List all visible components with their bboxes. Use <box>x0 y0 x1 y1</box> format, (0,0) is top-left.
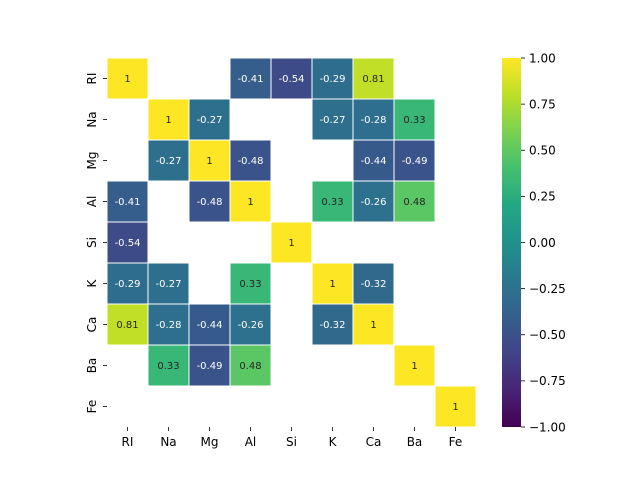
heatmap-cell-ca-mg <box>188 303 231 346</box>
cell-value-label: -0.41 <box>115 197 141 208</box>
x-tick-label-al: Al <box>245 435 257 449</box>
y-tick-label-al: Al <box>85 196 99 208</box>
cell-value-label: -0.27 <box>197 115 223 126</box>
x-tick-label-ri: RI <box>122 435 134 449</box>
cell-value-label: -0.41 <box>238 74 264 85</box>
y-tick-label-si: Si <box>85 237 99 248</box>
cell-value-label: 1 <box>370 320 376 331</box>
heatmap-cell-ca-ca <box>352 303 395 346</box>
cell-value-label: -0.48 <box>238 156 264 167</box>
cell-value-label: 1 <box>329 279 335 290</box>
heatmap-cell-ri-si <box>270 57 313 100</box>
heatmap-cells: 1 -0.41 -0.54 -0.29 0.81 1 -0.27 -0.27 -0.28 0.33… <box>106 57 477 428</box>
heatmap-cell-mg-ca <box>352 139 395 182</box>
cell-value-label: -0.49 <box>402 156 428 167</box>
y-tick-label-ri: RI <box>85 73 99 85</box>
cell-value-label: 1 <box>452 402 458 413</box>
y-tick-label-fe: Fe <box>85 400 99 414</box>
heatmap-cell-k-k <box>311 262 354 305</box>
x-tick-label-fe: Fe <box>449 435 463 449</box>
colorbar-tick-label: −0.75 <box>529 374 566 388</box>
cell-value-label: -0.32 <box>361 279 387 290</box>
colorbar-tick-label: 0.50 <box>529 144 556 158</box>
cell-value-label: 0.33 <box>239 279 261 290</box>
heatmap-cell-na-ba <box>393 98 436 141</box>
heatmap-cell-mg-mg <box>188 139 231 182</box>
cell-value-label: 1 <box>411 361 417 372</box>
cell-value-label: 1 <box>206 156 212 167</box>
heatmap-cell-si-ri <box>106 221 149 264</box>
heatmap-cell-al-ca <box>352 180 395 223</box>
cell-value-label: -0.32 <box>320 320 346 331</box>
cell-value-label: 1 <box>247 197 253 208</box>
heatmap-cell-na-na <box>147 98 190 141</box>
cell-value-label: 0.81 <box>116 320 138 331</box>
colorbar-ticks: 1.00 0.75 0.50 0.25 0.00 −0.25 −0.50 −0.75 −1.00 <box>521 51 566 434</box>
heatmap-cell-al-ba <box>393 180 436 223</box>
cell-value-label: -0.29 <box>320 74 346 85</box>
cell-value-label: -0.27 <box>156 279 182 290</box>
heatmap-cell-fe-fe <box>434 385 477 428</box>
colorbar: 1.00 0.75 0.50 0.25 0.00 −0.25 −0.50 −0.75 −1.00 <box>502 51 566 434</box>
cell-value-label: -0.26 <box>361 197 387 208</box>
heatmap-cell-ba-al <box>229 344 272 387</box>
cell-value-label: 0.48 <box>239 361 261 372</box>
cell-value-label: -0.28 <box>156 320 182 331</box>
cell-value-label: -0.44 <box>361 156 387 167</box>
colorbar-tick-label: −0.25 <box>529 282 566 296</box>
heatmap-cell-ba-na <box>147 344 190 387</box>
cell-value-label: 1 <box>165 115 171 126</box>
heatmap-cell-al-al <box>229 180 272 223</box>
y-tick-label-k: K <box>85 278 99 287</box>
cell-value-label: -0.28 <box>361 115 387 126</box>
cell-value-label: 1 <box>124 74 130 85</box>
cell-value-label: 0.33 <box>157 361 179 372</box>
y-tick-label-mg: Mg <box>85 152 99 170</box>
x-tick-label-si: Si <box>286 435 297 449</box>
x-tick-label-k: K <box>329 435 338 449</box>
heatmap-cell-ba-ba <box>393 344 436 387</box>
x-tick-label-ba: Ba <box>407 435 423 449</box>
cell-value-label: -0.49 <box>197 361 223 372</box>
heatmap-cell-ba-mg <box>188 344 231 387</box>
colorbar-tick-label: 0.25 <box>529 190 556 204</box>
cell-value-label: 1 <box>288 238 294 249</box>
colorbar-gradient <box>502 58 521 427</box>
colorbar-tick-label: 0.00 <box>529 236 556 250</box>
heatmap-cell-al-k <box>311 180 354 223</box>
x-tick-label-ca: Ca <box>366 435 382 449</box>
cell-value-label: -0.54 <box>279 74 305 85</box>
heatmap-cell-ri-al <box>229 57 272 100</box>
y-axis-ticks: RI Na Mg Al Si K Ca Ba Fe <box>85 73 107 414</box>
cell-value-label: 0.33 <box>321 197 343 208</box>
cell-value-label: -0.29 <box>115 279 141 290</box>
heatmap-cell-si-si <box>270 221 313 264</box>
colorbar-tick-label: 1.00 <box>529 51 556 65</box>
heatmap-cell-k-al <box>229 262 272 305</box>
colorbar-tick-label: 0.75 <box>529 97 556 111</box>
cell-value-label: 0.33 <box>403 115 425 126</box>
heatmap-cell-al-mg <box>188 180 231 223</box>
heatmap-cell-na-k <box>311 98 354 141</box>
heatmap-cell-ca-ri <box>106 303 149 346</box>
heatmap-cell-k-ca <box>352 262 395 305</box>
cell-value-label: -0.26 <box>238 320 264 331</box>
colorbar-tick-label: −0.50 <box>529 328 566 342</box>
y-tick-label-ba: Ba <box>85 358 99 374</box>
cell-value-label: -0.27 <box>156 156 182 167</box>
cell-value-label: -0.54 <box>115 238 141 249</box>
cell-value-label: -0.48 <box>197 197 223 208</box>
x-tick-label-mg: Mg <box>201 435 219 449</box>
cell-value-label: 0.81 <box>362 74 384 85</box>
y-tick-label-ca: Ca <box>85 317 99 333</box>
cell-value-label: -0.27 <box>320 115 346 126</box>
x-tick-label-na: Na <box>160 435 176 449</box>
cell-value-label: 0.48 <box>403 197 425 208</box>
cell-value-label: -0.44 <box>197 320 223 331</box>
colorbar-tick-label: −1.00 <box>529 420 566 434</box>
x-axis-ticks: RI Na Mg Al Si K Ca Ba Fe <box>122 427 463 449</box>
y-tick-label-na: Na <box>85 111 99 127</box>
